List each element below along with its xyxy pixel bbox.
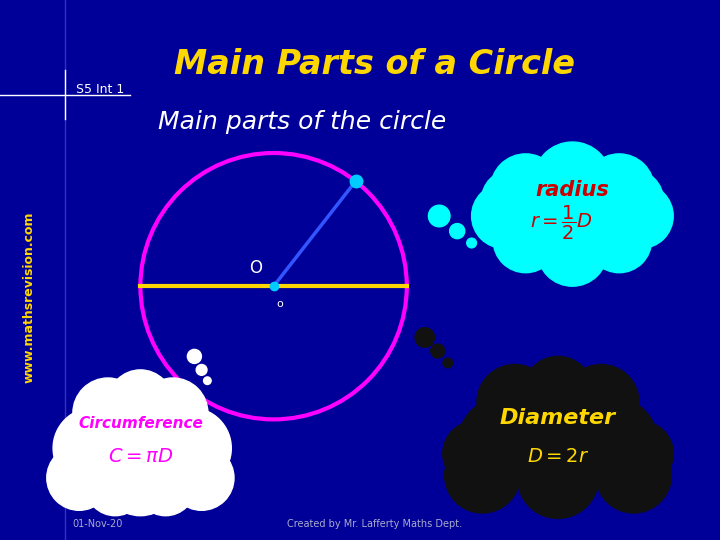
- Text: Diameter: Diameter: [500, 408, 616, 429]
- Circle shape: [187, 349, 202, 363]
- Circle shape: [136, 456, 195, 516]
- Circle shape: [138, 378, 208, 448]
- Circle shape: [504, 381, 612, 489]
- Text: $r = \dfrac{1}{2}D$: $r = \dfrac{1}{2}D$: [530, 204, 593, 241]
- Text: Main parts of the circle: Main parts of the circle: [158, 110, 446, 133]
- Text: $D = 2r$: $D = 2r$: [527, 447, 589, 466]
- Circle shape: [196, 364, 207, 375]
- Circle shape: [86, 456, 145, 516]
- Circle shape: [604, 170, 663, 230]
- Circle shape: [150, 408, 231, 489]
- Circle shape: [477, 364, 552, 440]
- Circle shape: [490, 154, 561, 224]
- Text: $C = \pi D$: $C = \pi D$: [108, 447, 173, 466]
- Text: www.mathsrevision.com: www.mathsrevision.com: [22, 211, 35, 383]
- Circle shape: [482, 170, 541, 230]
- Circle shape: [537, 216, 608, 286]
- Circle shape: [608, 421, 673, 486]
- Circle shape: [443, 358, 453, 368]
- Text: O: O: [249, 259, 262, 277]
- Circle shape: [443, 421, 508, 486]
- Circle shape: [493, 208, 558, 273]
- Circle shape: [563, 364, 639, 440]
- Circle shape: [523, 356, 593, 427]
- Circle shape: [518, 437, 598, 518]
- Text: Created by Mr. Lafferty Maths Dept.: Created by Mr. Lafferty Maths Dept.: [287, 519, 462, 529]
- Circle shape: [608, 184, 673, 248]
- Text: Circumference: Circumference: [78, 416, 203, 431]
- Circle shape: [449, 224, 465, 239]
- Circle shape: [445, 437, 521, 513]
- Circle shape: [458, 397, 550, 489]
- Circle shape: [584, 154, 654, 224]
- Circle shape: [587, 208, 652, 273]
- Circle shape: [53, 408, 134, 489]
- Circle shape: [566, 397, 658, 489]
- Text: 01-Nov-20: 01-Nov-20: [72, 519, 122, 529]
- Circle shape: [73, 378, 143, 448]
- Circle shape: [428, 205, 450, 227]
- Circle shape: [204, 377, 211, 384]
- Circle shape: [169, 446, 234, 510]
- Text: S5 Int 1: S5 Int 1: [76, 83, 124, 96]
- Circle shape: [596, 437, 671, 513]
- Circle shape: [532, 178, 613, 259]
- Circle shape: [415, 328, 435, 347]
- Text: Main Parts of a Circle: Main Parts of a Circle: [174, 48, 575, 82]
- Text: radius: radius: [536, 180, 609, 200]
- Circle shape: [102, 440, 179, 516]
- Circle shape: [467, 238, 477, 248]
- Circle shape: [472, 184, 536, 248]
- Text: o: o: [276, 299, 283, 309]
- Circle shape: [431, 344, 445, 358]
- Circle shape: [89, 389, 192, 491]
- Circle shape: [108, 370, 173, 435]
- Circle shape: [534, 142, 611, 220]
- Circle shape: [47, 446, 112, 510]
